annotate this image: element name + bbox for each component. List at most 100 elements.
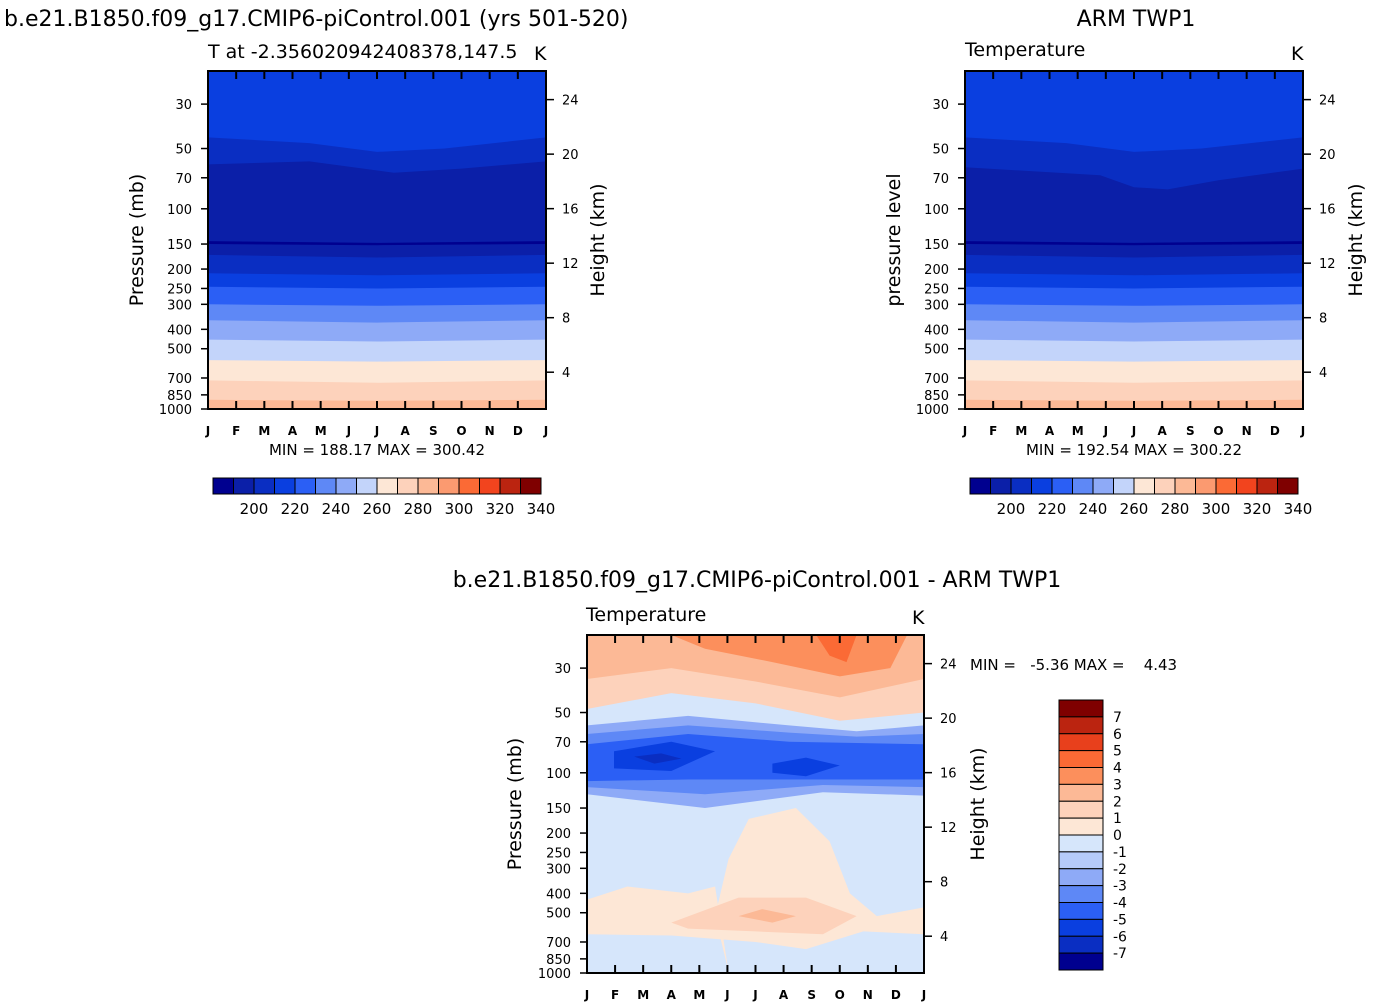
colorbar-swatch — [356, 477, 378, 495]
x-tick-label: S — [429, 424, 438, 438]
x-tick-label: J — [374, 424, 379, 438]
y2-tick-label: 16 — [562, 203, 579, 218]
panel-obs-subtitle-right: K — [1291, 43, 1304, 65]
contour-field — [208, 71, 546, 409]
x-tick-label: J — [752, 988, 757, 1002]
colorbar-swatch — [1058, 834, 1104, 853]
colorbar-label: -1 — [1113, 845, 1127, 861]
y-tick-label: 300 — [546, 862, 571, 877]
contour-band — [738, 909, 796, 923]
colorbar-label: 340 — [1284, 500, 1313, 518]
y-tick-label: 70 — [554, 736, 571, 751]
x-tick-label: A — [1158, 424, 1168, 438]
colorbar-swatch — [417, 477, 439, 495]
y-tick-label: 50 — [175, 143, 192, 158]
colorbar-swatch — [1072, 477, 1094, 495]
x-tick-label: N — [485, 424, 495, 438]
y-tick-label: 50 — [932, 143, 949, 158]
x-tick-label: F — [232, 424, 240, 438]
y-tick-label: 250 — [546, 846, 571, 861]
colorbar-label: 2 — [1113, 794, 1122, 810]
figure-title-right: ARM TWP1 — [1077, 7, 1196, 32]
y-tick-label: 400 — [167, 323, 192, 338]
colorbar-label: 280 — [1161, 500, 1190, 518]
x-tick-label: J — [962, 424, 967, 438]
colorbar-swatch — [499, 477, 521, 495]
figure-title-left: b.e21.B1850.f09_g17.CMIP6-piControl.001 … — [4, 7, 628, 32]
colorbar-swatch — [1058, 952, 1104, 971]
colorbar-label: 0 — [1113, 828, 1122, 844]
colorbar-swatch — [1215, 477, 1237, 495]
colorbar-label: 220 — [1038, 500, 1067, 518]
colorbar-swatch — [1236, 477, 1258, 495]
x-tick-label: O — [835, 988, 845, 1002]
y-tick-label: 30 — [175, 98, 192, 113]
x-tick-label: D — [891, 988, 901, 1002]
y-tick-label: 150 — [167, 238, 192, 253]
panel-obs: Temperature K J F M A M J J A S O N D J 30 50 70 100 150 2… — [883, 39, 1367, 518]
y2-tick-label: 16 — [940, 767, 957, 782]
y-tick-label: 500 — [546, 907, 571, 922]
y2-tick-label: 12 — [1319, 257, 1336, 272]
panel-obs-subtitle-left: Temperature — [964, 39, 1085, 61]
colorbar-label: 220 — [281, 500, 310, 518]
y-tick-label: 70 — [175, 172, 192, 187]
y-axis-label: Pressure (mb) — [126, 174, 148, 307]
panel-diff-stats: MIN = -5.36 MAX = 4.43 — [970, 656, 1177, 674]
x-tick-label: F — [989, 424, 997, 438]
x-tick-label: N — [863, 988, 873, 1002]
x-tick-label: A — [1045, 424, 1055, 438]
panel-model-subtitle-right: K — [534, 43, 547, 65]
colorbar-swatch — [1010, 477, 1032, 495]
colorbar-swatch — [376, 477, 398, 495]
y2-tick-label: 20 — [562, 148, 579, 163]
y-tick-label: 700 — [167, 372, 192, 387]
colorbar-swatch — [1195, 477, 1217, 495]
colorbar-label: 240 — [322, 500, 351, 518]
x-tick-label: S — [1186, 424, 1195, 438]
y-tick-label: 850 — [167, 389, 192, 404]
y2-axis-label: Height (km) — [967, 747, 989, 860]
y-tick-label: 500 — [167, 343, 192, 358]
colorbar-swatch — [1058, 750, 1104, 768]
y2-tick-label: 12 — [562, 257, 579, 272]
y-axis-label: Pressure (mb) — [504, 738, 526, 871]
colorbar-swatch — [1133, 477, 1155, 495]
y2-tick-label: 16 — [1319, 203, 1336, 218]
colorbar-swatch — [1058, 902, 1104, 920]
colorbar-swatch — [315, 477, 337, 495]
colorbar-label: 1 — [1113, 811, 1122, 827]
colorbar-label: -4 — [1113, 896, 1127, 912]
colorbar-label: 320 — [1243, 500, 1272, 518]
y-tick-label: 1000 — [538, 967, 571, 982]
colorbar-swatch — [1174, 477, 1196, 495]
y2-tick-label: 20 — [1319, 148, 1336, 163]
colorbar-swatch — [1058, 817, 1104, 836]
x-tick-label: M — [258, 424, 270, 438]
colorbar-label: 3 — [1113, 777, 1122, 793]
colorbar-label: 260 — [363, 500, 392, 518]
x-tick-label: D — [513, 424, 523, 438]
x-tick-label: A — [401, 424, 411, 438]
colorbar-label: -7 — [1113, 946, 1127, 962]
colorbar-label: -6 — [1113, 929, 1127, 945]
colorbar-swatch — [520, 477, 542, 495]
x-tick-label: J — [543, 424, 548, 438]
colorbar-label: 280 — [404, 500, 433, 518]
y-tick-label: 500 — [924, 343, 949, 358]
y-tick-label: 100 — [924, 203, 949, 218]
y-tick-label: 100 — [546, 767, 571, 782]
colorbar-swatch — [969, 477, 991, 495]
contour-band — [816, 635, 857, 663]
y2-tick-label: 12 — [940, 821, 957, 836]
colorbar-label: 300 — [445, 500, 474, 518]
colorbar-swatch — [397, 477, 419, 495]
panel-diff-subtitle-left: Temperature — [585, 604, 706, 626]
y-tick-label: 700 — [924, 372, 949, 387]
x-tick-label: O — [1213, 424, 1223, 438]
y-tick-label: 150 — [924, 238, 949, 253]
x-tick-label: J — [921, 988, 926, 1002]
contour-band — [587, 808, 924, 972]
contour-band — [634, 753, 682, 764]
y-tick-label: 850 — [924, 389, 949, 404]
